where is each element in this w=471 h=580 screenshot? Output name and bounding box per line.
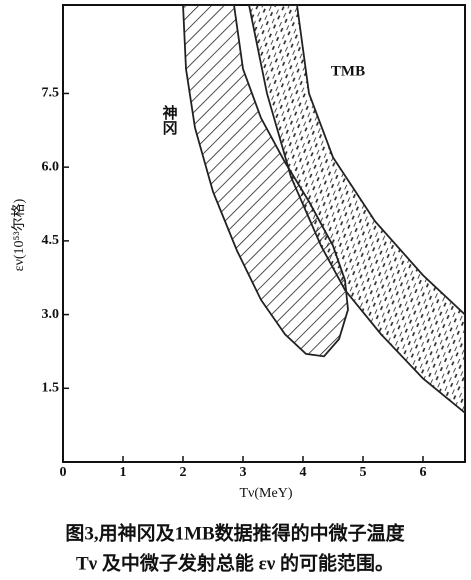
region-label: 神冈 [161, 104, 178, 136]
caption-line: 图3,用神冈及1MB数据推得的中微子温度 [65, 521, 405, 544]
allowed-region [248, 5, 465, 415]
caption-line: Tν 及中微子发射总能 εν 的可能范围。 [76, 551, 394, 574]
allowed-region [182, 5, 349, 358]
x-tick-label: 3 [240, 465, 247, 480]
y-tick-label: 7.5 [42, 86, 60, 101]
y-tick-label: 4.5 [42, 233, 60, 248]
x-tick-label: 0 [60, 465, 67, 480]
x-tick-label: 6 [420, 465, 427, 480]
y-tick-label: 3.0 [42, 307, 60, 322]
y-axis-label: εν(10⁵³尔格) [11, 198, 27, 271]
y-tick-label: 6.0 [42, 159, 60, 174]
plot-area [182, 5, 465, 415]
x-tick-label: 4 [300, 465, 307, 480]
region-label: TMB [331, 63, 365, 79]
x-tick-label: 5 [360, 465, 367, 480]
x-tick-label: 2 [180, 465, 187, 480]
x-tick-label: 1 [120, 465, 127, 480]
x-axis-label: Tν(MeY) [240, 486, 293, 501]
y-tick-label: 1.5 [42, 381, 60, 396]
